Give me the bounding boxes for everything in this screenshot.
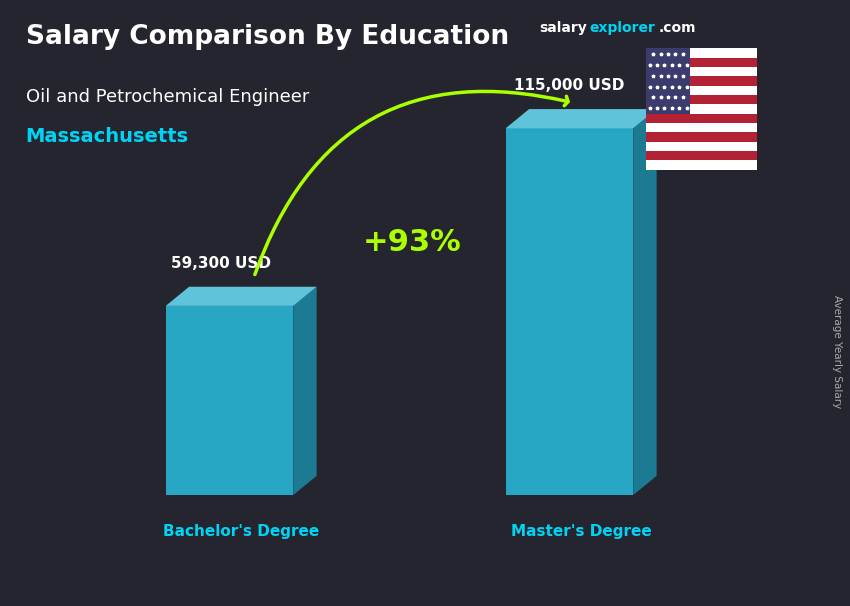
Bar	[646, 123, 756, 132]
Text: salary: salary	[540, 21, 587, 35]
Text: Bachelor's Degree: Bachelor's Degree	[163, 524, 320, 539]
Text: Master's Degree: Master's Degree	[511, 524, 652, 539]
Text: Oil and Petrochemical Engineer: Oil and Petrochemical Engineer	[26, 88, 309, 106]
Bar	[646, 104, 756, 114]
Polygon shape	[166, 306, 293, 495]
Polygon shape	[293, 287, 316, 495]
Bar	[646, 48, 756, 58]
Bar	[646, 48, 690, 114]
Polygon shape	[166, 287, 316, 306]
Text: .com: .com	[659, 21, 696, 35]
Text: 59,300 USD: 59,300 USD	[171, 256, 271, 271]
Polygon shape	[506, 109, 656, 128]
Text: Salary Comparison By Education: Salary Comparison By Education	[26, 24, 508, 50]
Bar	[646, 86, 756, 95]
Text: Massachusetts: Massachusetts	[26, 127, 189, 146]
Polygon shape	[633, 109, 656, 495]
Text: +93%: +93%	[363, 228, 462, 256]
Polygon shape	[506, 128, 633, 495]
Bar	[646, 142, 756, 151]
Bar	[646, 161, 756, 170]
Text: explorer: explorer	[589, 21, 654, 35]
Text: Average Yearly Salary: Average Yearly Salary	[832, 295, 842, 408]
Bar	[646, 67, 756, 76]
Text: 115,000 USD: 115,000 USD	[514, 78, 625, 93]
